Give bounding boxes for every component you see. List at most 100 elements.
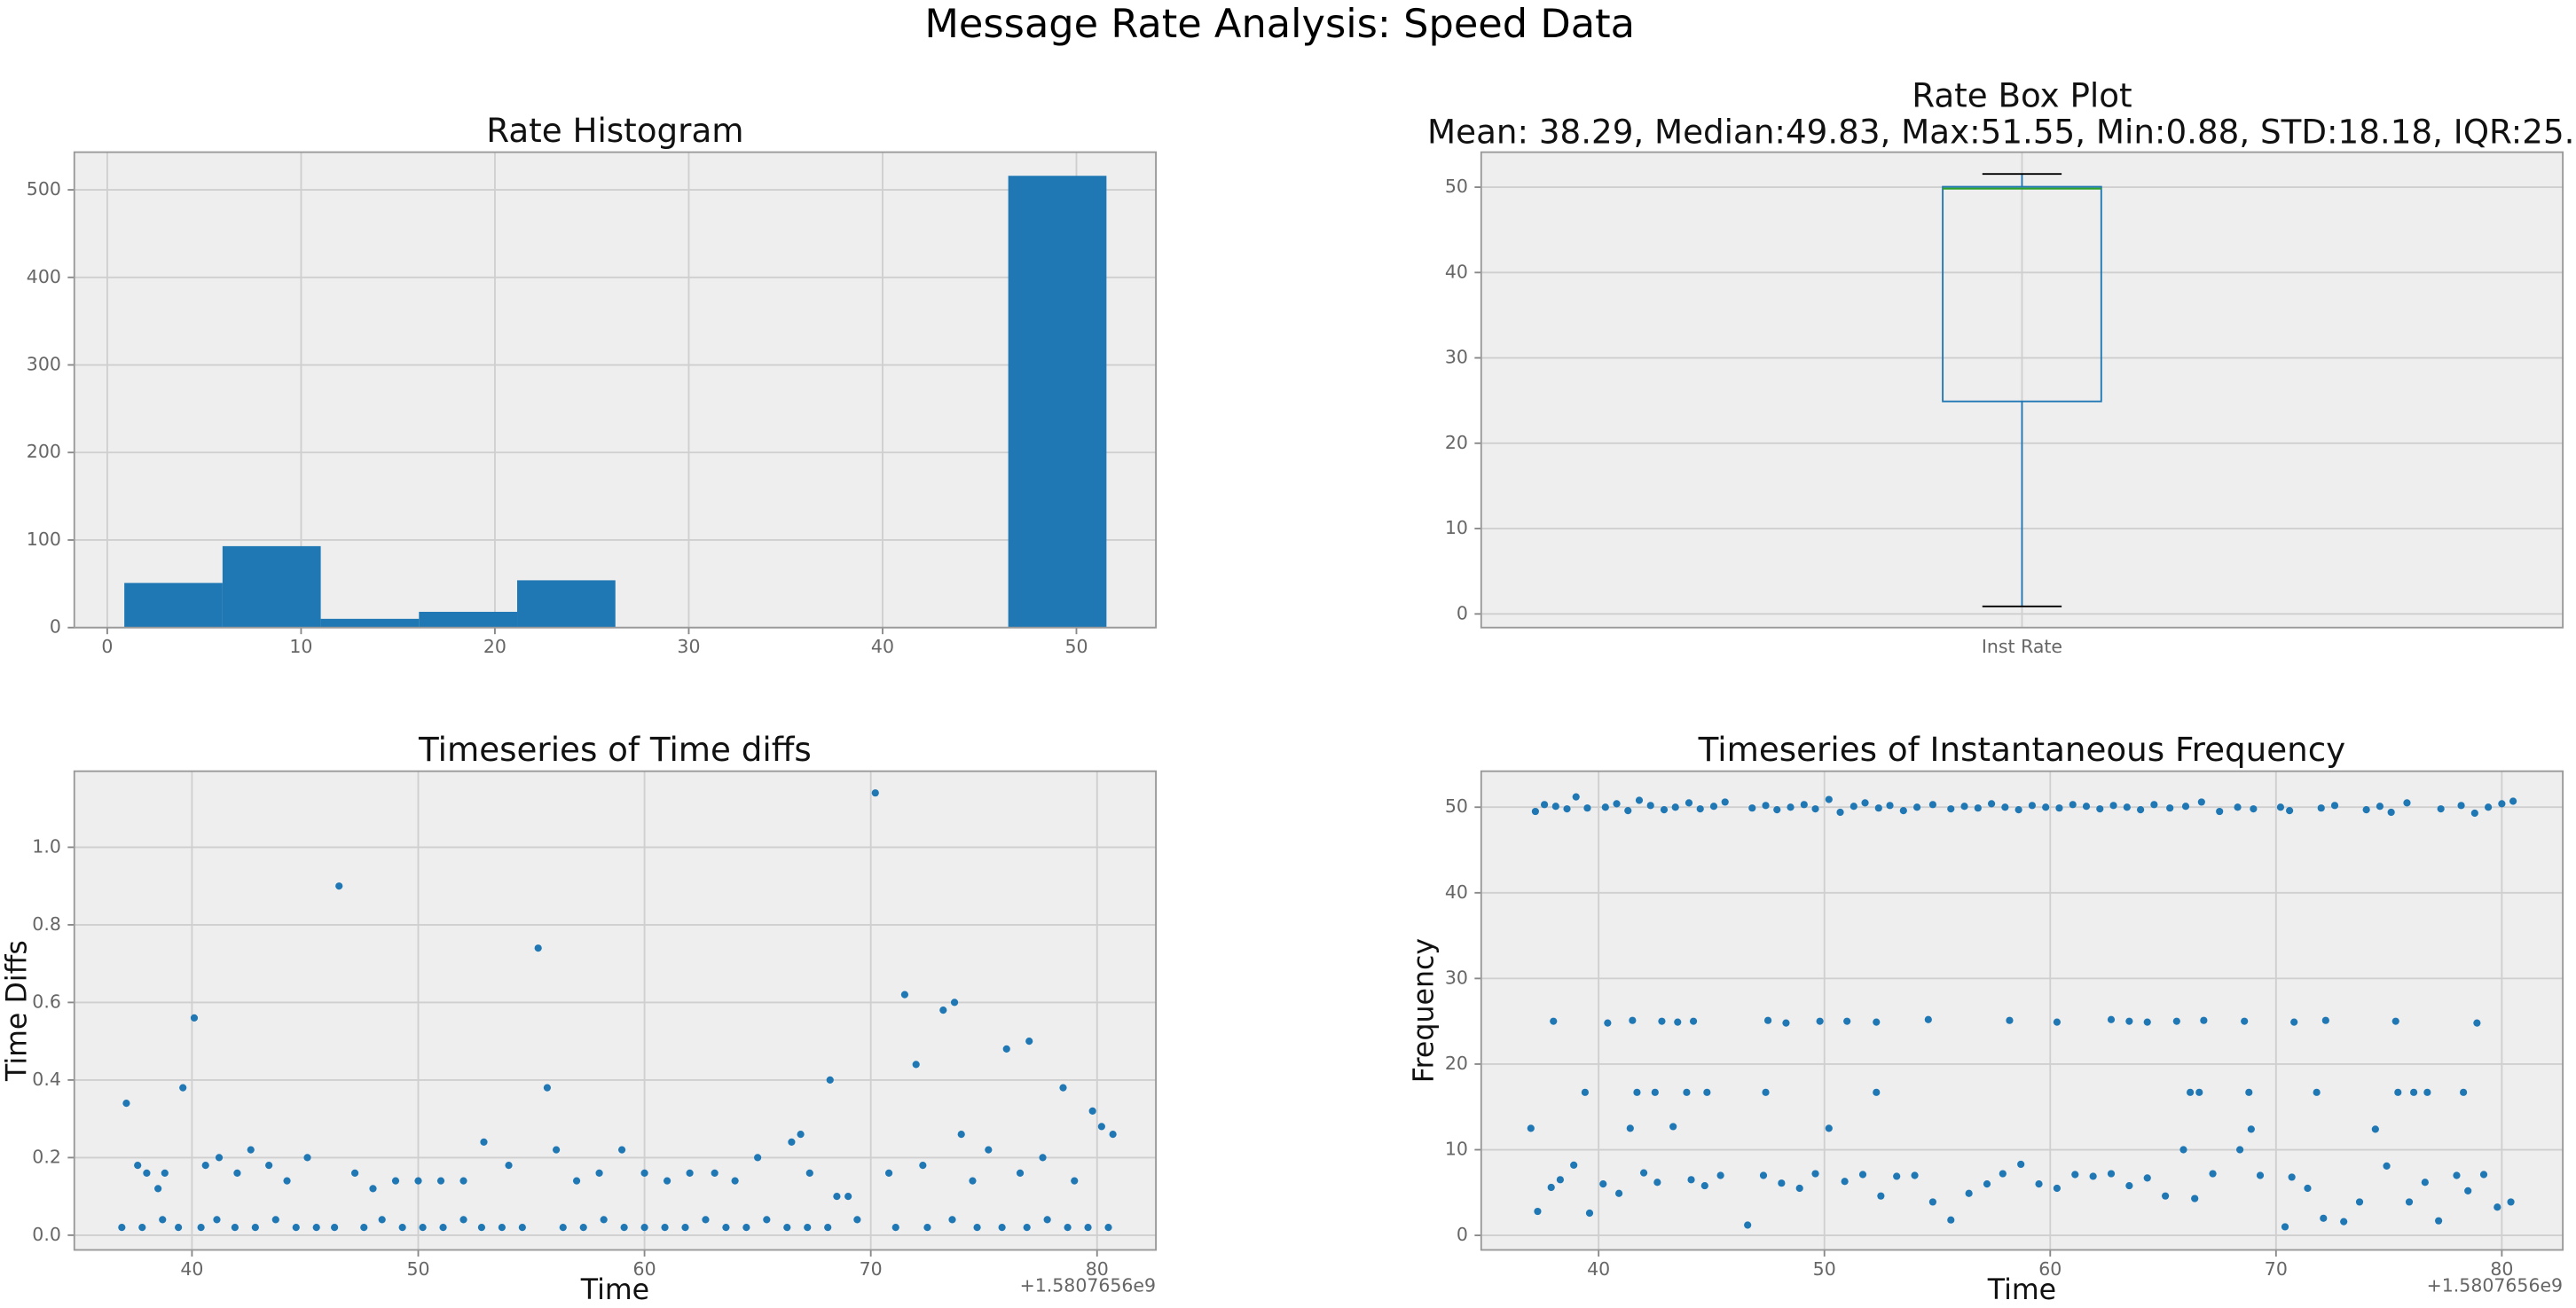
scatter-point <box>1762 1088 1770 1096</box>
scatter-point <box>2423 1088 2431 1096</box>
scatter-point <box>1059 1084 1067 1092</box>
scatter-point <box>763 1216 771 1224</box>
scatter-point <box>2017 1160 2025 1169</box>
y-tick-label: 200 <box>27 441 61 462</box>
scatter-point <box>1912 803 1921 811</box>
scatter-point <box>1685 799 1693 807</box>
scatter-point <box>1687 1176 1695 1184</box>
scatter-point <box>1778 1179 1786 1187</box>
scatter-point <box>2485 803 2493 811</box>
scatter-point <box>1646 802 1654 810</box>
scatter-point <box>534 944 542 952</box>
scatter-point <box>2457 802 2465 810</box>
scatter-point <box>824 1224 832 1232</box>
y-tick-label: 400 <box>27 266 61 287</box>
scatter-point <box>1782 1019 1790 1027</box>
scatter-point <box>2250 805 2258 813</box>
scatter-point <box>1965 1189 1973 1197</box>
scatter-point <box>498 1224 506 1232</box>
scatter-point <box>1886 802 1894 810</box>
scatter-point <box>1669 1123 1677 1131</box>
scatter-point <box>459 1177 467 1185</box>
y-axis-label: Time Diffs <box>1 940 33 1082</box>
plot-frame <box>1480 151 2564 629</box>
x-tick-label: 50 <box>406 1258 429 1280</box>
scatter-point <box>2161 1192 2170 1200</box>
scatter-point <box>2123 803 2131 811</box>
scatter-point <box>1639 1169 1648 1177</box>
scatter-point <box>2089 1172 2097 1180</box>
scatter-point <box>2006 1016 2014 1024</box>
x-offset-label: +1.5807656e9 <box>1020 1274 1156 1296</box>
scatter-point <box>1084 1224 1092 1232</box>
scatter-point <box>2355 1198 2364 1206</box>
scatter-point <box>853 1216 861 1224</box>
scatter-point <box>2143 1018 2151 1026</box>
scatter-point <box>2460 1088 2468 1096</box>
chart-title: Rate Box Plot <box>1912 76 2132 115</box>
scatter-point <box>1877 1192 1885 1200</box>
scatter-point <box>1043 1216 1051 1224</box>
x-tick-label: 10 <box>289 636 312 657</box>
scatter-point <box>1025 1038 1033 1046</box>
scatter-point <box>1613 800 1621 808</box>
scatter-point <box>1816 1017 1824 1025</box>
scatter-point <box>2082 803 2091 811</box>
scatter-point <box>1744 1221 1752 1229</box>
scatter-point <box>247 1146 255 1154</box>
scatter-point <box>1660 806 1669 814</box>
histogram-bar <box>517 580 616 628</box>
scatter-point <box>788 1138 796 1146</box>
scatter-point <box>2317 804 2325 812</box>
scatter-point <box>620 1224 628 1232</box>
scatter-point <box>2313 1088 2321 1096</box>
scatter-point <box>2001 803 2009 811</box>
scatter-point <box>2187 1088 2195 1096</box>
scatter-point <box>797 1131 805 1139</box>
scatter-point <box>2245 1088 2253 1096</box>
scatter-point <box>477 1224 486 1232</box>
scatter-point <box>1614 1189 1623 1197</box>
scatter-point <box>2014 806 2022 814</box>
scatter-point <box>1709 803 1718 811</box>
scatter-point <box>459 1216 467 1224</box>
scatter-point <box>265 1162 273 1170</box>
scatter-point <box>1633 1088 1641 1096</box>
scatter-point <box>398 1224 406 1232</box>
scatter-point <box>553 1146 561 1154</box>
y-tick-label: 50 <box>1445 176 1468 197</box>
scatter-point <box>143 1169 151 1177</box>
scatter-point <box>1651 1088 1659 1096</box>
scatter-point <box>2166 804 2174 812</box>
scatter-point <box>2286 806 2294 815</box>
scatter-point <box>1540 801 1549 809</box>
scatter-point <box>844 1193 852 1201</box>
scatter-point <box>1016 1169 1025 1177</box>
scatter-point <box>138 1224 146 1232</box>
scatter-point <box>1097 1123 1105 1131</box>
scatter-point <box>360 1224 368 1232</box>
scatter-point <box>1547 1183 1555 1192</box>
scatter-point <box>2055 804 2063 812</box>
scatter-point <box>572 1177 581 1185</box>
chart-title: Timeseries of Instantaneous Frequency <box>1698 730 2346 769</box>
scatter-point <box>1947 805 1955 813</box>
scatter-point <box>1762 802 1770 810</box>
y-tick-label: 20 <box>1445 1053 1468 1074</box>
scatter-point <box>805 1169 813 1177</box>
x-tick-label: 30 <box>677 636 700 657</box>
scatter-point <box>2383 1162 2391 1170</box>
scatter-point <box>283 1177 291 1185</box>
scatter-point <box>2028 802 2037 810</box>
scatter-point <box>179 1084 187 1092</box>
scatter-point <box>1836 808 1844 817</box>
scatter-point <box>2362 806 2370 814</box>
chart-title: Timeseries of Time diffs <box>418 730 812 769</box>
scatter-point <box>1624 806 1632 815</box>
scatter-point <box>1109 1131 1117 1139</box>
scatter-point <box>1563 805 1571 813</box>
scatter-point <box>939 1006 947 1014</box>
scatter-point <box>2172 1017 2180 1025</box>
y-tick-label: 30 <box>1445 967 1468 988</box>
